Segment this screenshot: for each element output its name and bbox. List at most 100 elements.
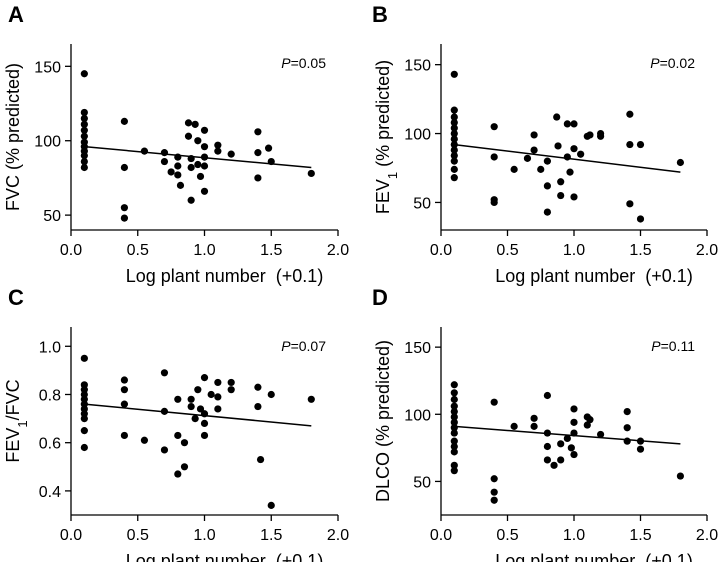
data-point	[254, 174, 262, 182]
data-point	[174, 153, 182, 161]
y-tick-label: 0.6	[39, 436, 61, 453]
data-point	[450, 442, 458, 451]
data-point	[450, 408, 458, 416]
data-point	[200, 410, 209, 418]
data-point	[636, 437, 645, 445]
data-point	[554, 142, 562, 150]
data-point	[227, 378, 235, 387]
data-point	[450, 135, 458, 143]
data-point	[200, 374, 209, 382]
data-point	[553, 113, 561, 121]
data-point	[187, 196, 195, 204]
data-point	[636, 215, 645, 223]
data-point	[267, 390, 275, 399]
data-point	[570, 418, 578, 426]
panel-letter: B	[372, 2, 388, 27]
panel-c: C 0.0 0.5 1.0 1.5 2.0 0.4 0.6 0.8 1.0 Log plant nu…	[3, 285, 349, 562]
data-point	[214, 393, 222, 401]
data-point	[597, 132, 605, 140]
x-tick-label: 1.5	[629, 242, 651, 259]
data-point	[254, 383, 262, 391]
data-point	[490, 398, 498, 406]
y-tick-label: 50	[43, 208, 61, 225]
data-point	[530, 422, 538, 430]
data-point	[200, 431, 209, 440]
x-tick-label: 1.5	[260, 242, 282, 259]
data-point	[160, 157, 169, 166]
data-point	[184, 119, 193, 127]
data-point	[80, 126, 88, 134]
data-point	[570, 120, 578, 128]
panel-a: A 0.0 0.5 1.0 1.5 2.0 50 100 150 Log plant number…	[3, 2, 349, 286]
data-point	[180, 439, 189, 447]
data-point	[586, 416, 594, 424]
y-tick-label: 100	[404, 127, 431, 144]
data-point	[200, 419, 209, 428]
data-point	[120, 400, 128, 408]
data-point	[450, 118, 458, 127]
data-point	[543, 429, 552, 437]
data-point	[80, 120, 88, 128]
data-point	[120, 214, 128, 222]
panel-letter: D	[372, 285, 388, 310]
data-point	[543, 442, 552, 451]
x-tick-label: 1.5	[260, 527, 282, 544]
data-point	[543, 456, 552, 464]
data-point	[450, 174, 458, 182]
data-point	[450, 113, 458, 121]
data-point	[120, 163, 128, 172]
data-point	[676, 472, 685, 480]
data-point	[80, 427, 88, 435]
data-point	[160, 407, 169, 415]
data-point	[557, 440, 565, 448]
data-point	[194, 160, 202, 169]
data-point	[254, 128, 262, 136]
data-point	[267, 501, 275, 509]
data-point	[450, 381, 458, 389]
data-point	[626, 140, 634, 149]
data-point	[450, 70, 458, 78]
data-point	[567, 444, 575, 452]
data-point	[537, 165, 545, 173]
y-tick-label: 100	[34, 134, 61, 151]
data-point	[626, 110, 634, 118]
panel-letter: C	[8, 285, 24, 310]
data-point	[530, 414, 538, 422]
data-point	[200, 187, 209, 195]
data-point	[450, 448, 458, 456]
x-axis-title: Log plant number (+0.1)	[126, 266, 324, 286]
data-point	[120, 386, 128, 394]
data-point	[187, 163, 195, 172]
x-tick-label: 1.5	[629, 527, 651, 544]
data-point	[187, 395, 195, 403]
data-point	[120, 376, 128, 384]
x-tick-label: 2.0	[696, 242, 718, 259]
data-point	[490, 475, 498, 483]
y-tick-label: 150	[404, 340, 431, 357]
data-point	[174, 395, 182, 403]
y-tick-label: 150	[404, 58, 431, 75]
regression-line	[84, 403, 312, 427]
data-point	[187, 402, 195, 411]
panel-b: B 0.0 0.5 1.0 1.5 2.0 50 100 150 Log plant number…	[372, 2, 718, 286]
data-point	[450, 418, 458, 426]
data-point	[543, 157, 552, 165]
data-point	[450, 461, 458, 469]
x-tick-label: 0.5	[496, 242, 518, 259]
data-point	[490, 123, 498, 131]
data-point	[174, 171, 182, 179]
data-point	[623, 408, 631, 416]
data-point	[510, 422, 518, 430]
data-point	[676, 158, 685, 167]
data-point	[194, 386, 202, 394]
data-point	[543, 391, 552, 400]
data-point	[307, 169, 315, 178]
x-axis-title: Log plant number (+0.1)	[495, 551, 693, 562]
data-point	[570, 193, 578, 201]
x-tick-label: 0.5	[127, 527, 149, 544]
data-point	[450, 402, 458, 410]
data-point	[180, 463, 189, 471]
data-point	[490, 198, 498, 207]
data-point	[80, 157, 88, 166]
data-point	[636, 140, 645, 149]
